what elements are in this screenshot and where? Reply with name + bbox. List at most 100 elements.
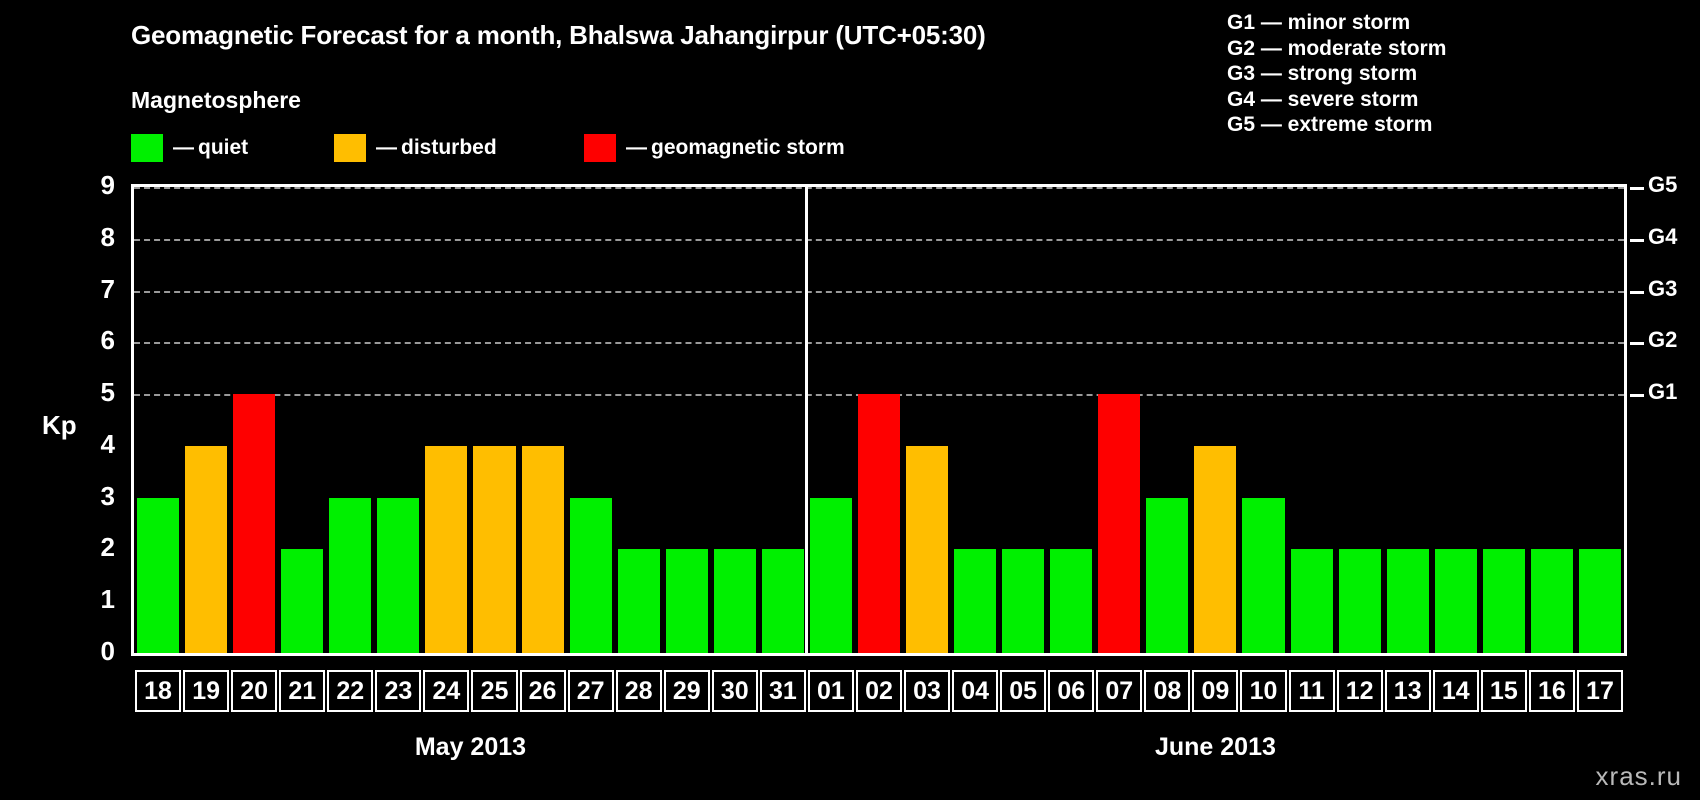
day-label-23[interactable]: 23 (375, 670, 422, 712)
day-label-01[interactable]: 01 (807, 670, 854, 712)
bar-21[interactable] (281, 549, 324, 653)
bar-27[interactable] (569, 497, 612, 653)
bar-24[interactable] (425, 445, 468, 653)
day-label-22[interactable]: 22 (327, 670, 374, 712)
bar-11[interactable] (1290, 549, 1333, 653)
g-tick-G3: G3 (1648, 275, 1678, 301)
y-tick-2: 2 (100, 532, 115, 563)
day-label-21[interactable]: 21 (279, 670, 326, 712)
legend-label: quiet (198, 136, 249, 159)
g-tick-mark-G2 (1630, 342, 1644, 346)
legend-dash: — (626, 136, 647, 159)
bar-09[interactable] (1194, 445, 1237, 653)
day-label-05[interactable]: 05 (1000, 670, 1047, 712)
g-tick-mark-G5 (1630, 187, 1644, 190)
day-label-10[interactable]: 10 (1240, 670, 1287, 712)
day-label-11[interactable]: 11 (1288, 670, 1335, 712)
day-label-28[interactable]: 28 (615, 670, 662, 712)
legend-swatch-icon (334, 134, 366, 162)
day-label-29[interactable]: 29 (663, 670, 710, 712)
y-tick-7: 7 (100, 273, 115, 304)
watermark: xras.ru (1595, 761, 1682, 791)
bar-14[interactable] (1434, 549, 1477, 653)
month-caption-June-2013: June 2013 (1154, 733, 1276, 761)
y-tick-4: 4 (100, 428, 115, 459)
day-label-03[interactable]: 03 (904, 670, 951, 712)
legend-dash: — (376, 136, 397, 159)
day-label-15[interactable]: 15 (1480, 670, 1527, 712)
legend-dash: — (173, 136, 194, 159)
g-scale-item-g5: G5 — extreme storm (1227, 113, 1433, 136)
g-tick-mark-G1 (1630, 394, 1644, 398)
bar-06[interactable] (1050, 549, 1093, 653)
bar-18[interactable] (137, 497, 180, 653)
day-label-18[interactable]: 18 (135, 670, 182, 712)
gridline-kp-6 (134, 342, 1624, 345)
bar-23[interactable] (377, 497, 420, 653)
day-label-08[interactable]: 08 (1144, 670, 1191, 712)
y-tick-3: 3 (100, 480, 115, 511)
gridline-kp-9 (134, 187, 1624, 189)
bar-22[interactable] (329, 497, 372, 653)
day-label-20[interactable]: 20 (231, 670, 278, 712)
g-tick-G4: G4 (1648, 223, 1678, 249)
y-tick-5: 5 (100, 377, 115, 408)
bar-12[interactable] (1338, 549, 1381, 653)
day-label-31[interactable]: 31 (759, 670, 806, 712)
g-scale-item-g4: G4 — severe storm (1227, 87, 1419, 111)
g-scale-item-g2: G2 — moderate storm (1227, 36, 1447, 60)
bar-10[interactable] (1242, 497, 1285, 653)
day-label-17[interactable]: 17 (1576, 670, 1623, 712)
y-tick-6: 6 (100, 325, 115, 356)
day-label-06[interactable]: 06 (1048, 670, 1095, 712)
bar-17[interactable] (1578, 549, 1621, 653)
day-label-27[interactable]: 27 (567, 670, 614, 712)
bar-25[interactable] (473, 445, 516, 653)
g-tick-mark-G3 (1630, 290, 1644, 294)
day-label-04[interactable]: 04 (952, 670, 999, 712)
plot-area (131, 184, 1627, 656)
legend-label: disturbed (401, 136, 497, 159)
y-axis-label: Kp (42, 410, 77, 440)
bar-31[interactable] (761, 549, 804, 653)
bar-02[interactable] (857, 394, 901, 653)
bar-29[interactable] (665, 549, 708, 653)
gridline-kp-8 (134, 238, 1624, 241)
day-label-25[interactable]: 25 (471, 670, 518, 712)
bar-07[interactable] (1098, 394, 1141, 653)
g-scale-item-g3: G3 — strong storm (1227, 62, 1418, 85)
day-label-14[interactable]: 14 (1432, 670, 1479, 712)
day-label-24[interactable]: 24 (423, 670, 470, 712)
bar-05[interactable] (1002, 549, 1045, 653)
bar-03[interactable] (906, 445, 949, 653)
month-caption-May-2013: May 2013 (414, 733, 527, 761)
y-tick-1: 1 (100, 584, 115, 615)
bar-13[interactable] (1386, 549, 1429, 653)
bar-30[interactable] (713, 549, 756, 653)
y-tick-9: 9 (100, 170, 115, 200)
bar-08[interactable] (1146, 497, 1189, 653)
day-label-19[interactable]: 19 (183, 670, 230, 712)
day-label-13[interactable]: 13 (1384, 670, 1431, 712)
day-label-02[interactable]: 02 (855, 670, 903, 712)
day-label-26[interactable]: 26 (519, 670, 566, 712)
bar-04[interactable] (954, 549, 997, 653)
bar-20[interactable] (233, 394, 276, 653)
day-label-09[interactable]: 09 (1192, 670, 1239, 712)
day-axis: 18 19 20 21 22 23 24 25 26 27 28 29 30 31 01 02 03 04 05 06… (131, 670, 1627, 712)
bar-01[interactable] (809, 497, 852, 653)
bar-19[interactable] (185, 445, 228, 653)
g-tick-G1: G1 (1648, 379, 1678, 405)
magnetosphere-label: Magnetosphere (131, 87, 301, 113)
bar-26[interactable] (521, 445, 564, 653)
gridline-kp-7 (134, 290, 1624, 293)
bar-15[interactable] (1482, 549, 1525, 653)
day-label-30[interactable]: 30 (711, 670, 758, 712)
day-label-16[interactable]: 16 (1528, 670, 1575, 712)
bar-16[interactable] (1530, 549, 1573, 653)
day-label-12[interactable]: 12 (1336, 670, 1383, 712)
bar-28[interactable] (617, 549, 660, 653)
day-label-07[interactable]: 07 (1096, 670, 1143, 712)
g-scale-legend: G1 — minor storm G2 — moderate storm G3 … (1227, 10, 1446, 138)
g-scale-item-g1: G1 — minor storm (1227, 11, 1411, 34)
